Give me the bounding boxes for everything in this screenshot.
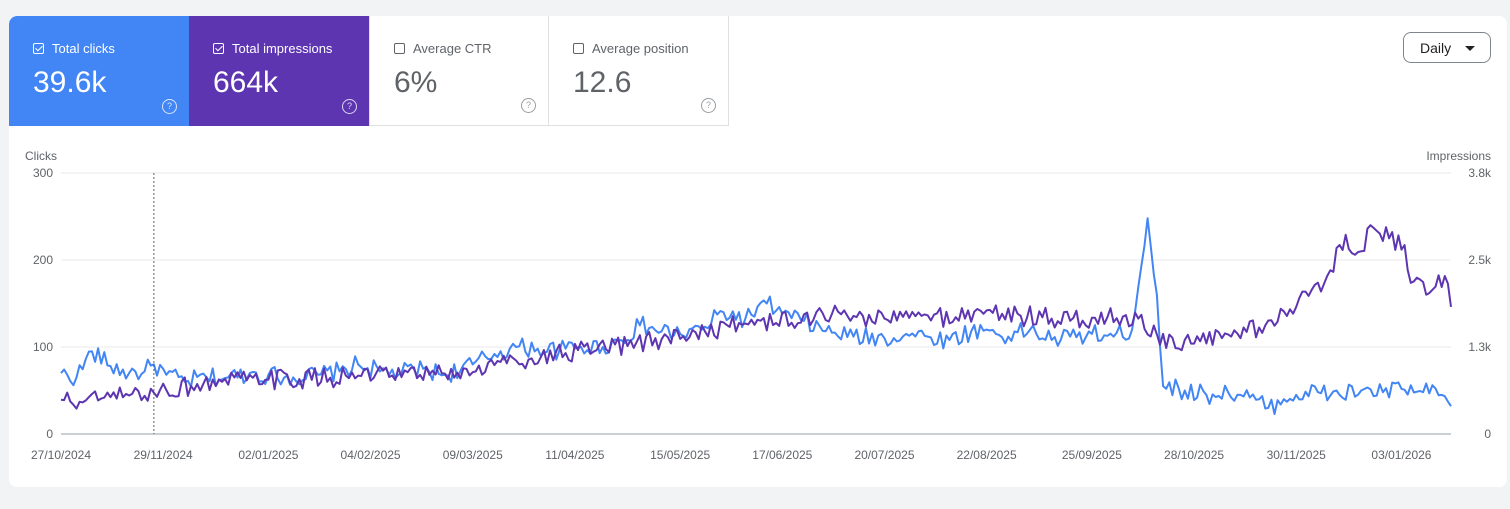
y-left-tick-label: 0 [46,427,53,441]
y-right-tick-label: 1.3k [1468,340,1492,354]
x-tick-label: 22/08/2025 [957,448,1017,462]
x-tick-label: 28/10/2025 [1164,448,1224,462]
gridlines [61,172,1451,435]
x-tick-label: 27/10/2024 [31,448,91,462]
y-right-tick-label: 3.8k [1468,166,1492,180]
x-tick-label: 29/11/2024 [134,448,193,462]
x-tick-label: 15/05/2025 [650,448,710,462]
y-right-tick-label: 2.5k [1468,253,1492,267]
metric-value: 6% [394,66,438,99]
metric-label: Total clicks [52,40,115,56]
y-axis-ticks: 0 0 100 1.3k 200 2.5k 300 3.8k [33,166,1492,441]
metric-average-ctr[interactable]: Average CTR 6% ? [369,16,549,126]
metric-label: Total impressions [232,40,333,56]
y-left-axis-title: Clicks [25,149,57,163]
help-icon[interactable]: ? [162,99,177,114]
performance-card: Total clicks 39.6k ? Total impressions 6… [9,16,1507,487]
metric-value: 664k [213,66,279,99]
x-axis-ticks: 27/10/2024 29/11/2024 02/01/2025 04/02/2025… [31,448,1432,462]
metric-value: 12.6 [573,66,632,99]
y-left-tick-label: 300 [33,166,53,180]
metric-total-clicks[interactable]: Total clicks 39.6k ? [9,16,189,126]
x-tick-label: 17/06/2025 [752,448,812,462]
y-right-tick-label: 0 [1484,427,1491,441]
x-tick-label: 25/09/2025 [1062,448,1122,462]
x-tick-label: 20/07/2025 [854,448,914,462]
granularity-label: Daily [1420,39,1452,56]
x-tick-label: 03/01/2026 [1371,448,1431,462]
metric-label: Average CTR [413,40,492,56]
y-left-tick-label: 200 [33,253,53,267]
x-tick-label: 30/11/2025 [1267,448,1326,462]
help-icon[interactable]: ? [521,98,536,113]
metric-total-impressions[interactable]: Total impressions 664k ? [189,16,369,126]
checkbox-unchecked-icon[interactable] [573,42,584,54]
series-line-impressions [60,224,1452,410]
checkbox-unchecked-icon[interactable] [394,42,405,54]
metric-value: 39.6k [33,66,107,99]
x-tick-label: 09/03/2025 [443,448,503,462]
y-left-tick-label: 100 [33,340,53,354]
x-tick-label: 04/02/2025 [341,448,401,462]
checkbox-checked-icon[interactable] [213,42,224,54]
granularity-dropdown[interactable]: Daily [1403,32,1491,63]
x-tick-label: 02/01/2025 [238,448,298,462]
series-lines [60,217,1452,415]
y-right-axis-title: Impressions [1426,149,1491,163]
help-icon[interactable]: ? [342,99,357,114]
performance-chart[interactable]: Clicks Impressions 0 0 100 1.3k 200 2.5k 300 3.… [9,16,1507,487]
chevron-down-icon [1465,46,1475,51]
metric-average-position[interactable]: Average position 12.6 ? [549,16,729,126]
checkbox-checked-icon[interactable] [33,42,44,54]
help-icon[interactable]: ? [701,98,716,113]
series-line-clicks [60,217,1452,415]
metric-label: Average position [592,40,689,56]
x-tick-label: 11/04/2025 [545,448,604,462]
